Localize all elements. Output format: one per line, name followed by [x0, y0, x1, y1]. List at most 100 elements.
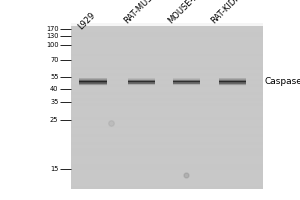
Bar [70, 81, 262, 84]
Bar [128, 81, 154, 82]
Bar [128, 78, 154, 79]
Bar [172, 83, 200, 84]
Text: 130: 130 [46, 33, 58, 39]
Bar [79, 83, 107, 84]
Bar [70, 59, 262, 62]
Text: 25: 25 [50, 117, 58, 123]
Bar [70, 159, 262, 161]
Bar [70, 128, 262, 131]
Bar [219, 82, 246, 83]
Bar [70, 65, 262, 67]
Bar [219, 81, 246, 82]
Bar [70, 26, 262, 29]
Bar [70, 114, 262, 117]
Bar [70, 181, 262, 183]
Bar [70, 70, 262, 73]
Bar [70, 73, 262, 76]
Bar [172, 79, 200, 80]
Bar [70, 150, 262, 153]
Bar [79, 83, 107, 84]
Bar [128, 83, 154, 84]
Bar [128, 79, 154, 80]
Bar [70, 148, 262, 150]
Bar [219, 85, 246, 86]
Bar [219, 80, 246, 81]
Bar [79, 78, 107, 79]
Bar [70, 142, 262, 145]
Bar [70, 54, 262, 56]
Bar [70, 79, 262, 81]
Bar [79, 81, 107, 82]
Bar [70, 134, 262, 137]
Bar [70, 131, 262, 134]
Bar [70, 164, 262, 167]
Text: 15: 15 [50, 166, 58, 172]
Bar [70, 137, 262, 139]
Bar [79, 85, 107, 86]
Bar [70, 95, 262, 98]
Bar [70, 103, 262, 106]
Bar [70, 76, 262, 78]
Bar [70, 153, 262, 156]
Bar [219, 83, 246, 84]
Bar [70, 117, 262, 120]
Bar [128, 80, 154, 81]
Text: 70: 70 [50, 57, 58, 63]
Bar [79, 84, 107, 85]
Bar [128, 83, 154, 84]
Text: 170: 170 [46, 26, 58, 32]
Bar [70, 37, 262, 40]
Bar [128, 82, 154, 83]
Bar [70, 84, 262, 87]
Bar [219, 84, 246, 85]
Text: MOUSE-BRAIN: MOUSE-BRAIN [166, 0, 214, 25]
Bar [172, 78, 200, 79]
Bar [70, 51, 262, 54]
Bar [70, 87, 262, 90]
Bar [172, 78, 200, 79]
Bar [70, 109, 262, 112]
Bar [70, 23, 262, 26]
Bar [70, 40, 262, 43]
Bar [70, 161, 262, 164]
Bar [70, 101, 262, 103]
Bar [172, 81, 200, 82]
Bar [70, 139, 262, 142]
Bar [70, 32, 262, 34]
Bar [79, 84, 107, 85]
Bar [70, 106, 262, 109]
Bar [128, 85, 154, 86]
Text: Caspase-9: Caspase-9 [265, 77, 300, 86]
Bar [172, 80, 200, 81]
Bar [70, 126, 262, 128]
Bar [172, 84, 200, 85]
Bar [70, 90, 262, 92]
Bar [172, 81, 200, 82]
Bar [70, 43, 262, 45]
Bar [70, 167, 262, 170]
Bar [172, 82, 200, 83]
Bar [79, 82, 107, 83]
Bar [70, 34, 262, 37]
Bar [70, 62, 262, 65]
Bar [172, 83, 200, 84]
Bar [70, 123, 262, 125]
Bar [70, 145, 262, 148]
Bar [79, 78, 107, 79]
Bar [219, 84, 246, 85]
Bar [70, 186, 262, 189]
Text: 55: 55 [50, 74, 58, 80]
Bar [70, 45, 262, 48]
Bar [70, 156, 262, 159]
Bar [219, 78, 246, 79]
Bar [128, 84, 154, 85]
Text: RAT-MUSLE: RAT-MUSLE [123, 0, 162, 25]
Bar [172, 84, 200, 85]
Bar [70, 56, 262, 59]
Bar [128, 78, 154, 79]
Bar [219, 81, 246, 82]
Bar [70, 67, 262, 70]
Bar [70, 184, 262, 186]
Bar [70, 178, 262, 181]
Text: RAT-KIDNEY: RAT-KIDNEY [210, 0, 250, 25]
